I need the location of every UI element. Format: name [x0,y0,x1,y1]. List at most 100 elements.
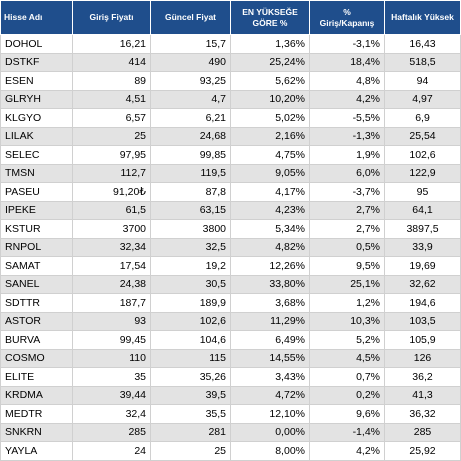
cell-max-gain: 14,55% [230,348,310,368]
header-max-gain-line2: GÖRE % [252,17,288,28]
header-change: % Giriş/Kapanış [309,0,385,35]
table-body: DOHOL 16,21 15,7 1,36% -3,1% 16,43 DSTKF 414 490… [0,34,461,461]
cell-max-gain: 6,49% [230,330,310,350]
header-current-price: Güncel Fiyat [150,0,231,35]
cell-current-price: 490 [150,52,231,72]
cell-max-gain: 0,00% [230,422,310,442]
cell-current-price: 24,68 [150,126,231,146]
cell-entry-price: 4,51 [72,89,151,109]
header-change-line1: % [343,6,351,17]
cell-stock-name: DSTKF [0,52,73,72]
cell-stock-name: SANEL [0,274,73,294]
table-row: PASEU 91,20₺ 87,8 4,17% -3,7% 95 [0,182,461,202]
cell-current-price: 281 [150,422,231,442]
cell-max-gain: 25,24% [230,52,310,72]
cell-entry-price: 35 [72,367,151,387]
cell-current-price: 102,6 [150,311,231,331]
cell-max-gain: 4,17% [230,182,310,202]
cell-current-price: 39,5 [150,385,231,405]
table-row: ELITE 35 35,26 3,43% 0,7% 36,2 [0,367,461,387]
table-row: SELEC 97,95 99,85 4,75% 1,9% 102,6 [0,145,461,165]
cell-max-gain: 12,10% [230,404,310,424]
table-row: ESEN 89 93,25 5,62% 4,8% 94 [0,71,461,91]
cell-max-gain: 3,68% [230,293,310,313]
table-row: TMSN 112,7 119,5 9,05% 6,0% 122,9 [0,163,461,183]
cell-max-gain: 33,80% [230,274,310,294]
cell-entry-price: 32,34 [72,237,151,257]
cell-max-gain: 12,26% [230,256,310,276]
cell-current-price: 35,26 [150,367,231,387]
cell-change: 25,1% [309,274,385,294]
cell-max-gain: 11,29% [230,311,310,331]
cell-max-gain: 4,23% [230,200,310,220]
header-change-line2: Giriş/Kapanış [319,17,375,28]
table-row: SANEL 24,38 30,5 33,80% 25,1% 32,62 [0,274,461,294]
cell-entry-price: 25 [72,126,151,146]
cell-change: -5,5% [309,108,385,128]
table-row: SNKRN 285 281 0,00% -1,4% 285 [0,422,461,442]
cell-weekly-high: 64,1 [384,200,461,220]
cell-current-price: 15,7 [150,34,231,54]
table-row: GLRYH 4,51 4,7 10,20% 4,2% 4,97 [0,89,461,109]
cell-weekly-high: 36,2 [384,367,461,387]
cell-current-price: 189,9 [150,293,231,313]
table-row: ASTOR 93 102,6 11,29% 10,3% 103,5 [0,311,461,331]
cell-entry-price: 32,4 [72,404,151,424]
cell-weekly-high: 95 [384,182,461,202]
cell-stock-name: SDTTR [0,293,73,313]
cell-current-price: 87,8 [150,182,231,202]
cell-change: 2,7% [309,219,385,239]
table-row: BURVA 99,45 104,6 6,49% 5,2% 105,9 [0,330,461,350]
cell-weekly-high: 19,69 [384,256,461,276]
table-row: DOHOL 16,21 15,7 1,36% -3,1% 16,43 [0,34,461,54]
cell-weekly-high: 103,5 [384,311,461,331]
cell-change: 1,9% [309,145,385,165]
cell-change: 4,2% [309,89,385,109]
cell-current-price: 115 [150,348,231,368]
cell-stock-name: DOHOL [0,34,73,54]
cell-stock-name: SELEC [0,145,73,165]
cell-weekly-high: 194,6 [384,293,461,313]
table-row: SDTTR 187,7 189,9 3,68% 1,2% 194,6 [0,293,461,313]
cell-weekly-high: 285 [384,422,461,442]
table-row: IPEKE 61,5 63,15 4,23% 2,7% 64,1 [0,200,461,220]
table-row: RNPOL 32,34 32,5 4,82% 0,5% 33,9 [0,237,461,257]
cell-current-price: 35,5 [150,404,231,424]
cell-weekly-high: 6,9 [384,108,461,128]
cell-weekly-high: 3897,5 [384,219,461,239]
cell-weekly-high: 122,9 [384,163,461,183]
cell-entry-price: 187,7 [72,293,151,313]
cell-weekly-high: 102,6 [384,145,461,165]
cell-current-price: 6,21 [150,108,231,128]
cell-weekly-high: 33,9 [384,237,461,257]
cell-change: 2,7% [309,200,385,220]
cell-entry-price: 3700 [72,219,151,239]
header-entry-price: Giriş Fiyatı [72,0,151,35]
cell-max-gain: 4,82% [230,237,310,257]
cell-entry-price: 91,20₺ [72,182,151,202]
cell-change: 10,3% [309,311,385,331]
cell-change: 0,2% [309,385,385,405]
cell-change: -1,4% [309,422,385,442]
cell-weekly-high: 41,3 [384,385,461,405]
cell-max-gain: 9,05% [230,163,310,183]
cell-entry-price: 97,95 [72,145,151,165]
cell-stock-name: MEDTR [0,404,73,424]
cell-entry-price: 89 [72,71,151,91]
cell-weekly-high: 32,62 [384,274,461,294]
cell-change: 9,6% [309,404,385,424]
cell-stock-name: KRDMA [0,385,73,405]
cell-current-price: 99,85 [150,145,231,165]
cell-current-price: 119,5 [150,163,231,183]
table-header: Hisse Adı Giriş Fiyatı Güncel Fiyat EN Y… [0,0,461,35]
cell-stock-name: KSTUR [0,219,73,239]
cell-weekly-high: 105,9 [384,330,461,350]
cell-current-price: 63,15 [150,200,231,220]
cell-weekly-high: 126 [384,348,461,368]
cell-max-gain: 1,36% [230,34,310,54]
table-row: MEDTR 32,4 35,5 12,10% 9,6% 36,32 [0,404,461,424]
cell-stock-name: ESEN [0,71,73,91]
header-stock-name: Hisse Adı [0,0,73,35]
cell-change: 0,7% [309,367,385,387]
cell-weekly-high: 94 [384,71,461,91]
